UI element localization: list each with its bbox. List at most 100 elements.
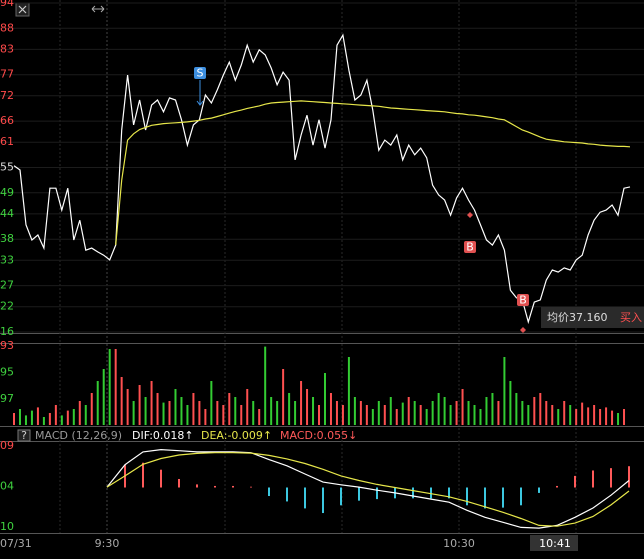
volume-bar xyxy=(48,413,51,425)
legend-entry: DIF:0.018↑ xyxy=(132,429,194,442)
volume-bar xyxy=(389,397,392,425)
y-axis-label: 95 xyxy=(0,366,14,379)
tooltip-action: 买入 xyxy=(620,311,642,324)
volume-bar xyxy=(419,405,422,425)
volume-bar xyxy=(162,402,165,425)
macd-bar xyxy=(430,487,432,499)
volume-bar xyxy=(234,397,237,425)
volume-bar xyxy=(443,397,446,425)
volume-bar xyxy=(491,393,494,425)
y-tick-label: 88 xyxy=(0,21,14,34)
volume-bar xyxy=(270,397,273,425)
volume-bar xyxy=(60,415,63,425)
macd-bar xyxy=(322,487,324,514)
macd-bar xyxy=(466,487,468,506)
volume-bar xyxy=(132,401,135,425)
volume-bar xyxy=(138,385,141,425)
volume-bar xyxy=(288,393,291,425)
macd-bar xyxy=(520,487,522,506)
volume-bar xyxy=(198,401,201,425)
trade-marker-label: B xyxy=(519,294,527,307)
volume-bar xyxy=(449,405,452,425)
volume-bar xyxy=(431,401,434,425)
volume-bar xyxy=(306,389,309,425)
y-axis-label: 10 xyxy=(0,520,14,533)
volume-bar xyxy=(13,413,15,425)
x-tick-label: 10:30 xyxy=(443,537,475,550)
macd-bar xyxy=(556,485,558,488)
volume-bar xyxy=(467,401,470,425)
volume-bar xyxy=(401,402,404,425)
y-tick-label: 55 xyxy=(0,161,14,174)
volume-bar xyxy=(30,410,33,425)
trade-marker xyxy=(517,294,529,306)
marker-arrow xyxy=(520,327,526,333)
legend-entry: MACD:0.055↓ xyxy=(280,429,357,442)
volume-bar xyxy=(144,397,147,425)
macd-bar xyxy=(502,487,504,508)
y-tick-label: 72 xyxy=(0,89,14,102)
volume-bar xyxy=(515,393,518,425)
marker-arrow xyxy=(196,80,204,106)
volume-bar xyxy=(228,393,231,425)
volume-bar xyxy=(192,393,195,425)
y-axis-label: 09 xyxy=(0,439,14,452)
svg-text:?: ? xyxy=(21,429,27,442)
x-tick-label: 9:30 xyxy=(95,537,120,550)
volume-bar xyxy=(521,401,524,425)
volume-bar xyxy=(365,405,368,425)
y-axis-label: 04 xyxy=(0,480,14,493)
y-axis-label: 97 xyxy=(0,392,14,405)
resize-handle[interactable] xyxy=(91,5,105,13)
volume-bar xyxy=(102,369,105,425)
macd-bar xyxy=(358,487,360,501)
macd-bar xyxy=(196,484,198,488)
volume-bar xyxy=(371,409,374,425)
y-tick-label: 16 xyxy=(0,325,14,338)
volume-bar xyxy=(437,393,440,425)
volume-bar xyxy=(497,401,500,425)
y-tick-label: 44 xyxy=(0,207,14,220)
y-tick-label: 77 xyxy=(0,68,14,81)
x-label-highlight xyxy=(530,535,578,551)
volume-bar xyxy=(108,349,111,425)
volume-bar xyxy=(335,401,338,425)
close-button[interactable] xyxy=(15,2,30,17)
volume-bar xyxy=(120,377,123,425)
y-tick-label: 33 xyxy=(0,253,14,266)
volume-bar xyxy=(485,397,488,425)
volume-bar xyxy=(347,357,350,425)
y-tick-label: 66 xyxy=(0,114,14,127)
volume-bar xyxy=(252,401,255,425)
volume-bar xyxy=(114,349,117,425)
volume-bar xyxy=(18,409,21,425)
volume-bar xyxy=(186,405,189,425)
volume-bar xyxy=(258,409,261,425)
volume-bar xyxy=(156,393,159,425)
volume-bar xyxy=(575,409,578,425)
volume-bar xyxy=(557,409,560,425)
macd-bar xyxy=(232,485,234,488)
y-tick-label: 22 xyxy=(0,300,14,313)
volume-bar xyxy=(72,409,75,425)
y-tick-label: 94 xyxy=(0,0,14,9)
macd-bar xyxy=(340,487,342,506)
marker-arrow xyxy=(467,212,473,218)
volume-bar xyxy=(204,409,207,425)
volume-bar xyxy=(593,405,596,425)
y-tick-label: 49 xyxy=(0,186,14,199)
volume-bar xyxy=(341,405,344,425)
volume-bar xyxy=(312,397,315,425)
y-tick-label: 38 xyxy=(0,232,14,245)
volume-bar xyxy=(551,405,554,425)
volume-bar xyxy=(527,405,530,425)
macd-line xyxy=(106,448,630,529)
volume-bar xyxy=(54,405,57,425)
volume-bar xyxy=(599,409,602,425)
volume-bar xyxy=(539,393,542,425)
help-button[interactable]: ? xyxy=(17,429,31,442)
tooltip-box xyxy=(541,307,644,328)
